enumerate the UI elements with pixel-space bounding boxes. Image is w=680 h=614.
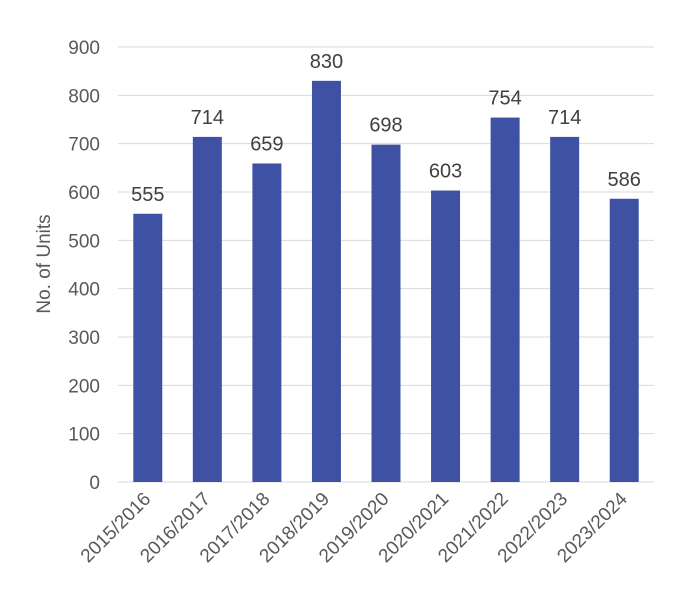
y-axis-title: No. of Units (34, 214, 55, 313)
y-tick-label: 600 (68, 183, 100, 204)
data-label: 698 (369, 115, 402, 137)
data-label: 754 (488, 88, 521, 110)
y-axis-ticks: 0 100 200 300 400 500 600 700 800 900 (68, 38, 100, 494)
y-tick-label: 700 (68, 135, 100, 156)
bar (311, 80, 341, 482)
y-tick-label: 0 (89, 473, 100, 494)
bar (431, 190, 461, 483)
bar (490, 117, 520, 483)
bars (133, 80, 639, 483)
data-label: 586 (608, 169, 641, 191)
data-label: 714 (191, 107, 224, 129)
y-tick-label: 900 (68, 38, 100, 59)
data-label: 555 (131, 184, 164, 206)
bar (252, 163, 282, 482)
bar (133, 213, 163, 482)
y-tick-label: 300 (68, 328, 100, 349)
bar (609, 198, 639, 482)
y-tick-label: 500 (68, 231, 100, 252)
bar (371, 144, 401, 482)
y-tick-label: 100 (68, 425, 100, 446)
bar (550, 136, 580, 482)
x-axis-ticks: 2015/20162016/20172017/20182018/20192019… (77, 488, 632, 567)
data-label: 659 (250, 133, 283, 155)
y-tick-label: 800 (68, 86, 100, 107)
data-label: 714 (548, 107, 581, 129)
y-tick-label: 400 (68, 280, 100, 301)
data-label: 830 (310, 51, 343, 73)
data-label: 603 (429, 161, 462, 183)
bar (192, 136, 222, 482)
data-labels: 555 714 659 830 698 603 754 714 586 (131, 51, 641, 206)
y-tick-label: 200 (68, 376, 100, 397)
